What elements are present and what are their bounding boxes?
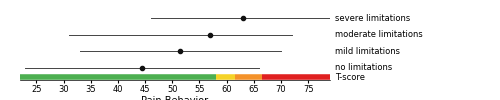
Text: severe limitations: severe limitations	[335, 14, 410, 23]
Text: mild limitations: mild limitations	[335, 47, 400, 56]
X-axis label: Pain Behavior: Pain Behavior	[142, 96, 208, 100]
Text: no limitations: no limitations	[335, 63, 392, 72]
Text: moderate limitations: moderate limitations	[335, 30, 423, 39]
Text: T-score: T-score	[335, 72, 365, 82]
